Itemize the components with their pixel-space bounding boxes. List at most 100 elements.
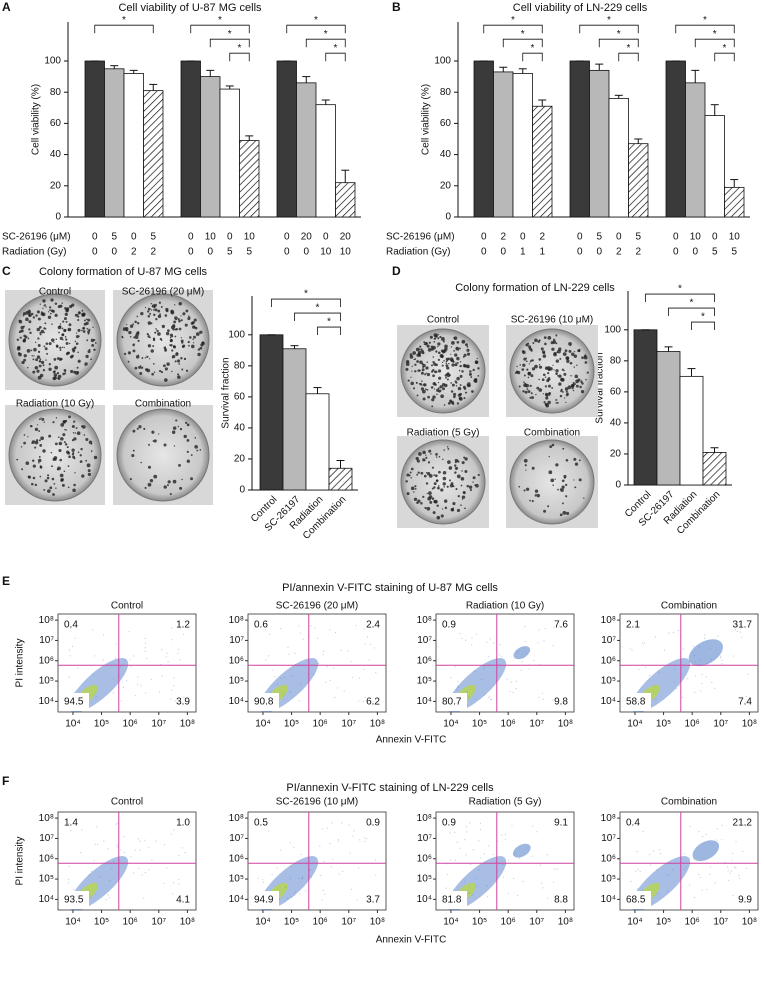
scatter-dot (728, 879, 730, 881)
colony (425, 471, 428, 474)
colony (416, 473, 419, 476)
colony (147, 307, 151, 311)
scatter-dot (673, 668, 676, 670)
colony (37, 337, 40, 340)
scatter-dot (546, 854, 548, 856)
colony (421, 380, 423, 382)
colony (166, 362, 170, 366)
scatter-dot (675, 687, 677, 690)
row-value: 2 (500, 232, 506, 243)
colony (456, 361, 459, 364)
error-bar (110, 65, 119, 69)
colony (40, 436, 44, 441)
scatter-dot (137, 838, 140, 840)
row-value: 10 (690, 232, 702, 243)
quadrant-percent: 0.6 (254, 620, 268, 631)
colony (74, 371, 79, 375)
scatter-dot (165, 656, 167, 658)
scatter-dot (181, 847, 183, 849)
colony (562, 447, 565, 450)
colony (433, 486, 436, 489)
colony (525, 357, 527, 360)
colony (455, 362, 457, 364)
significance-label: * (607, 15, 611, 26)
scatter-dot (537, 642, 539, 644)
scatter-dot (128, 631, 130, 633)
colony (551, 386, 554, 389)
colony (406, 492, 410, 496)
y-axis-label: Cell viability (%) (31, 84, 42, 155)
scatter-dot (269, 633, 271, 635)
scatter-dot (309, 868, 311, 870)
colony (82, 326, 86, 330)
scatter-dot (492, 853, 494, 855)
colony (419, 360, 423, 365)
colony (553, 369, 555, 371)
colony (81, 474, 85, 478)
x-tick-label: 10⁷ (151, 719, 166, 730)
scatter-dot (326, 827, 328, 829)
row-value: 0 (520, 232, 526, 243)
scatter-dot (338, 873, 340, 875)
colony (558, 347, 562, 351)
scatter-dot (483, 668, 485, 670)
colony (451, 341, 455, 345)
bar (679, 375, 704, 486)
scatter-dot (645, 666, 647, 669)
y-tick-label: 80 (610, 355, 622, 366)
colony (433, 341, 436, 343)
colony (121, 335, 124, 338)
scatter-dot (546, 897, 549, 899)
colony (64, 329, 67, 332)
x-tick-label: 10⁶ (685, 917, 700, 928)
plot-title: Control (111, 797, 143, 808)
colony (450, 346, 453, 348)
colony (440, 394, 444, 399)
scatter-dot (177, 879, 180, 881)
colony (534, 494, 537, 497)
colony (33, 355, 35, 357)
colony (135, 334, 137, 337)
colony (38, 439, 41, 442)
scatter-dot (698, 874, 700, 876)
scatter-dot (656, 892, 659, 895)
colony (151, 372, 155, 376)
scatter-dot (329, 679, 331, 682)
colony (468, 485, 473, 489)
colony (52, 376, 56, 381)
colony (472, 476, 476, 480)
colony (39, 465, 42, 468)
colony (565, 401, 567, 404)
colony (566, 511, 570, 515)
colony (163, 485, 167, 489)
scatter-dot (523, 656, 525, 658)
colony (177, 373, 180, 376)
row-value: 2 (150, 247, 156, 258)
colony (132, 343, 135, 347)
colony (430, 347, 434, 351)
scatter-dot (642, 831, 644, 833)
colony (466, 352, 471, 356)
label-box (59, 693, 89, 711)
x-tick-label: 10⁶ (313, 719, 328, 730)
colony (464, 391, 468, 394)
scatter-dot (349, 852, 351, 854)
colony (54, 365, 59, 370)
colony (178, 363, 181, 365)
colony (59, 458, 63, 462)
colony (580, 390, 585, 394)
scatter-dot (374, 859, 376, 861)
scatter-dot (112, 692, 115, 694)
scatter-dot (138, 867, 140, 870)
row-value: 10 (244, 232, 256, 243)
colony (415, 347, 420, 352)
quadrant-percent: 94.5 (64, 697, 84, 708)
panel-label: A (2, 0, 11, 14)
colony (541, 378, 545, 382)
colony (426, 472, 431, 476)
colony (527, 371, 531, 375)
bar (569, 60, 590, 218)
scatter-dot (274, 676, 276, 678)
colony (455, 468, 457, 470)
colony (428, 491, 432, 495)
